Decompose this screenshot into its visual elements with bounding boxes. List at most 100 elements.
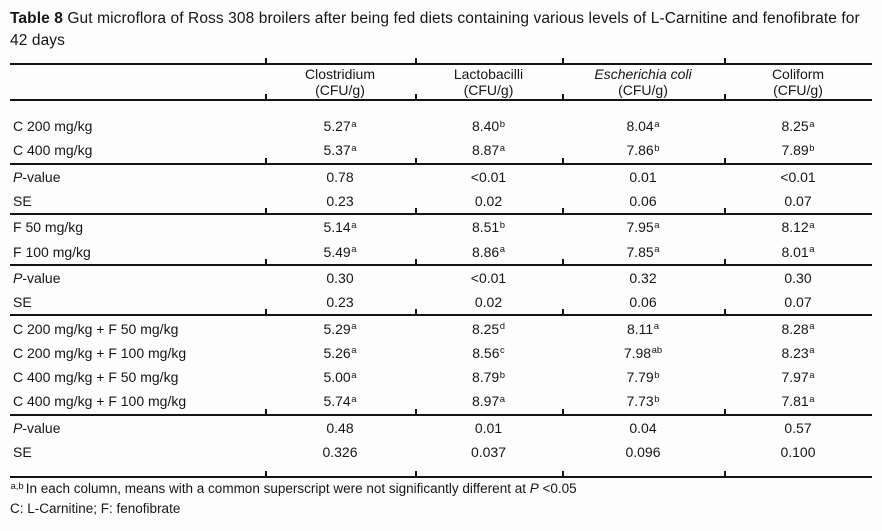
- cell-coliform: 0.07: [784, 193, 812, 210]
- cell-coliform: <0.01: [780, 168, 816, 185]
- cell-lactobacilli: 8.97a: [415, 393, 562, 409]
- cell-superscript: a: [654, 118, 660, 130]
- column-header-lactobacilli: Lactobacilli (CFU/g): [415, 65, 562, 99]
- column-boundary-tick: [562, 471, 564, 479]
- cell-value: 8.12: [781, 219, 809, 236]
- cell-lactobacilli: 0.02: [474, 294, 503, 311]
- cell-superscript: d: [499, 321, 506, 333]
- column-unit: (CFU/g): [315, 82, 365, 98]
- cell-value: 7.89: [781, 142, 809, 159]
- cell-coliform: 8.01a: [724, 244, 872, 260]
- table-rule-section: [10, 258, 872, 266]
- column-boundary-tick: [724, 58, 726, 65]
- table-rule-section: [10, 208, 872, 216]
- cell-value: 5.29: [323, 320, 351, 337]
- cell-superscript: a: [351, 369, 357, 381]
- cell-ecoli: 7.95a: [562, 219, 724, 235]
- cell-lactobacilli: 8.40b: [415, 118, 562, 134]
- column-unit: (CFU/g): [618, 82, 668, 98]
- row-label-italic: P: [13, 269, 23, 286]
- column-boundary-tick: [415, 208, 417, 216]
- cell-superscript: a: [499, 142, 506, 154]
- column-boundary-tick: [415, 157, 417, 165]
- table-rule-section: [10, 309, 872, 317]
- column-boundary-tick: [562, 58, 564, 65]
- column-name: Lactobacilli: [453, 66, 524, 82]
- cell-superscript: b: [654, 369, 660, 381]
- cell-value: 8.56: [472, 344, 500, 361]
- cell-clostridium: 0.23: [326, 294, 354, 311]
- cell-superscript: a: [351, 142, 357, 154]
- row-label: F 100 mg/kg: [13, 243, 91, 260]
- cell-superscript: a: [809, 369, 815, 381]
- cell-superscript: a: [351, 219, 357, 231]
- cell-value: 5.26: [323, 344, 351, 361]
- cell-superscript: b: [654, 142, 660, 154]
- column-boundary-tick: [562, 258, 564, 266]
- cell-ecoli: 0.32: [629, 269, 657, 286]
- table-row-c200: C 200 mg/kg 5.27a 8.40b 8.04a 8.25a: [10, 114, 872, 138]
- footnote-significance: a,b In each column, means with a common s…: [10, 480, 872, 500]
- row-label: C 200 mg/kg: [13, 118, 93, 135]
- cell-superscript: a: [809, 244, 815, 256]
- column-boundary-tick: [724, 408, 726, 416]
- row-label: SE: [13, 444, 32, 460]
- cell-lactobacilli: 8.51b: [415, 219, 562, 235]
- table-row-c400: C 400 mg/kg 5.37a 8.87a 7.86b 7.89b: [10, 138, 872, 162]
- cell-clostridium: 5.29a: [265, 321, 415, 337]
- column-boundary-tick: [562, 208, 564, 216]
- cell-value: 7.86: [626, 142, 654, 159]
- table-row-c200-f100: C 200 mg/kg + F 100 mg/kg 5.26a 8.56c 7.…: [10, 341, 872, 365]
- cell-value: 8.01: [781, 243, 809, 260]
- column-boundary-tick: [562, 309, 564, 317]
- cell-clostridium: 5.00a: [265, 369, 415, 385]
- cell-superscript: a: [351, 393, 357, 405]
- column-boundary-tick: [265, 258, 267, 266]
- cell-lactobacilli: <0.01: [470, 269, 507, 286]
- cell-superscript: b: [499, 369, 506, 381]
- cell-value: 5.00: [323, 369, 351, 386]
- cell-coliform: 7.97a: [724, 369, 872, 385]
- column-boundary-tick: [415, 309, 417, 317]
- column-boundary-tick: [415, 94, 417, 101]
- cell-ecoli: 7.73b: [562, 393, 724, 409]
- row-label-rest: -value: [22, 419, 61, 436]
- table-spacer: [10, 101, 872, 114]
- cell-superscript: a: [351, 321, 357, 333]
- column-boundary-tick: [724, 309, 726, 317]
- cell-clostridium: 5.49a: [265, 244, 415, 260]
- row-label: C 200 mg/kg + F 50 mg/kg: [13, 320, 179, 337]
- cell-superscript: a: [809, 393, 815, 405]
- cell-coliform: 8.25a: [724, 118, 872, 134]
- footnote-p-italic: P: [529, 481, 539, 497]
- column-header-clostridium: Clostridium (CFU/g): [265, 65, 415, 99]
- cell-superscript: a: [351, 118, 357, 130]
- cell-lactobacilli: 8.79b: [415, 369, 562, 385]
- header-empty: [10, 65, 265, 99]
- cell-value: 8.25: [471, 320, 500, 337]
- row-label-rest: -value: [22, 269, 61, 286]
- column-unit: (CFU/g): [463, 82, 514, 98]
- cell-superscript: a: [499, 244, 506, 256]
- cell-superscript: ab: [651, 345, 663, 357]
- cell-clostridium: 0.48: [326, 419, 354, 436]
- cell-coliform: 8.23a: [724, 345, 872, 361]
- cell-lactobacilli: 8.56c: [415, 345, 562, 361]
- table-caption: Table 8 Gut microflora of Ross 308 broil…: [10, 8, 876, 52]
- cell-superscript: a: [351, 345, 357, 357]
- table-rule-header: [10, 94, 872, 101]
- column-boundary-tick: [415, 471, 417, 479]
- row-label-italic: P: [13, 419, 23, 436]
- cell-value: 7.85: [626, 243, 654, 260]
- column-boundary-tick: [415, 408, 417, 416]
- cell-superscript: a: [351, 244, 357, 256]
- cell-superscript: a: [654, 244, 660, 256]
- cell-ecoli: 7.79b: [562, 369, 724, 385]
- cell-ecoli: 0.096: [625, 444, 661, 460]
- cell-coliform: 7.81a: [724, 393, 872, 409]
- cell-coliform: 8.28a: [724, 321, 872, 337]
- cell-superscript: a: [654, 219, 660, 231]
- column-boundary-tick: [724, 471, 726, 479]
- cell-clostridium: 0.326: [322, 444, 358, 460]
- column-unit: (CFU/g): [773, 82, 823, 98]
